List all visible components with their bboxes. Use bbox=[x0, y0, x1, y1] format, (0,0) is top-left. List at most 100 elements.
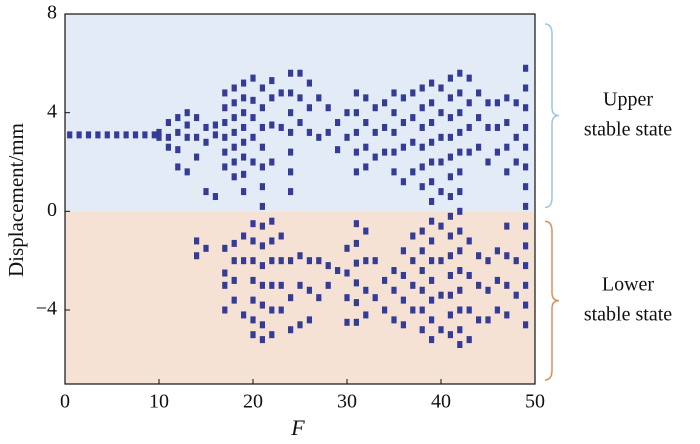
point bbox=[269, 158, 275, 166]
lower-region bbox=[65, 211, 535, 384]
point bbox=[222, 163, 228, 171]
point bbox=[429, 197, 435, 205]
point bbox=[269, 121, 275, 129]
point bbox=[429, 276, 435, 284]
point bbox=[523, 104, 529, 112]
point bbox=[429, 178, 435, 186]
point bbox=[429, 296, 435, 304]
point bbox=[241, 170, 247, 178]
point bbox=[241, 94, 247, 102]
point bbox=[523, 84, 529, 92]
point bbox=[353, 318, 359, 326]
point bbox=[485, 316, 491, 324]
point bbox=[231, 276, 237, 284]
point bbox=[400, 321, 406, 329]
point bbox=[259, 336, 265, 344]
point bbox=[278, 281, 284, 289]
point bbox=[447, 232, 453, 240]
point bbox=[353, 89, 359, 97]
point bbox=[372, 128, 378, 136]
point bbox=[250, 74, 256, 82]
point bbox=[438, 158, 444, 166]
point bbox=[457, 69, 463, 77]
point bbox=[447, 173, 453, 181]
point bbox=[288, 257, 294, 265]
point bbox=[222, 148, 228, 156]
point bbox=[485, 99, 491, 107]
x-tick-label: 40 bbox=[431, 391, 451, 413]
point bbox=[429, 99, 435, 107]
point bbox=[476, 252, 482, 260]
point bbox=[494, 99, 500, 107]
point bbox=[297, 69, 303, 77]
point bbox=[466, 237, 472, 245]
point bbox=[447, 331, 453, 339]
point bbox=[457, 326, 463, 334]
point bbox=[85, 131, 92, 139]
point bbox=[269, 331, 275, 339]
point bbox=[306, 316, 312, 324]
point bbox=[250, 276, 256, 284]
point bbox=[259, 104, 265, 112]
point bbox=[410, 281, 416, 289]
point bbox=[344, 294, 350, 302]
point bbox=[278, 123, 284, 131]
point bbox=[400, 296, 406, 304]
point bbox=[175, 128, 181, 136]
point bbox=[203, 123, 209, 131]
point bbox=[391, 109, 397, 117]
point bbox=[457, 89, 463, 97]
point bbox=[259, 281, 265, 289]
point bbox=[250, 296, 256, 304]
point bbox=[363, 257, 369, 265]
point bbox=[259, 321, 265, 329]
point bbox=[231, 114, 237, 122]
point bbox=[250, 237, 256, 245]
point bbox=[67, 131, 73, 139]
point bbox=[344, 318, 350, 326]
point bbox=[288, 69, 294, 77]
point bbox=[194, 133, 200, 141]
point bbox=[325, 281, 331, 289]
point bbox=[523, 163, 529, 171]
point bbox=[335, 267, 341, 275]
point bbox=[222, 133, 228, 141]
point bbox=[382, 276, 388, 284]
point bbox=[504, 252, 510, 260]
point bbox=[250, 220, 256, 228]
point bbox=[363, 94, 369, 102]
point bbox=[419, 84, 425, 92]
point bbox=[325, 104, 331, 112]
point bbox=[400, 143, 406, 151]
point bbox=[259, 262, 265, 270]
x-tick-label: 50 bbox=[525, 391, 545, 413]
point bbox=[194, 252, 200, 260]
point bbox=[363, 163, 369, 171]
point bbox=[419, 123, 425, 131]
point bbox=[457, 148, 463, 156]
point bbox=[259, 222, 265, 230]
point bbox=[476, 114, 482, 122]
point bbox=[419, 267, 425, 275]
y-tick-label: 0 bbox=[47, 199, 57, 221]
upper-region bbox=[65, 14, 535, 212]
point bbox=[288, 294, 294, 302]
point bbox=[241, 188, 247, 196]
point bbox=[447, 291, 453, 299]
point bbox=[391, 286, 397, 294]
point bbox=[438, 109, 444, 117]
point bbox=[429, 119, 435, 127]
point bbox=[241, 257, 247, 265]
point bbox=[259, 143, 265, 151]
point bbox=[504, 222, 510, 230]
point bbox=[194, 114, 200, 122]
point bbox=[175, 146, 181, 154]
point bbox=[269, 237, 275, 245]
point bbox=[250, 316, 256, 324]
point bbox=[466, 306, 472, 314]
point bbox=[344, 269, 350, 277]
point bbox=[429, 316, 435, 324]
point bbox=[316, 133, 322, 141]
point bbox=[353, 239, 359, 247]
